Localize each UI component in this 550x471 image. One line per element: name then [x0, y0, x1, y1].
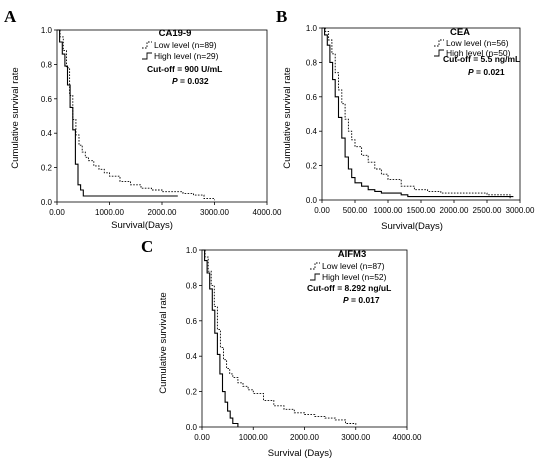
panel-b-title: CEA — [450, 27, 470, 38]
panel-c-title: AIFM3 — [338, 249, 367, 260]
panel-c: C 0.0 0.2 0.4 0.6 0.8 1.0 0.00 1000.00 2000.00 300… — [141, 237, 422, 459]
panel-c-p-value: P = 0.017 — [343, 295, 380, 305]
panel-b: B 0.0 0.2 0.4 0.6 0.8 1.0 0.00 500.00 1000.00 1500… — [276, 7, 535, 232]
panel-a: A 0.0 0.2 0.4 0.6 0.8 1.0 0.00 1000.00 2000.00 300… — [4, 7, 282, 231]
panel-a-ytick-label: 0.8 — [41, 60, 53, 69]
panel-b-series-high-line — [322, 27, 514, 198]
panel-c-ytick-label: 0.4 — [186, 352, 198, 361]
panel-a-cutoff-note: Cut-off = 900 U/mL — [147, 64, 222, 74]
panel-c-ytick-label: 0.6 — [186, 317, 198, 326]
panel-a-title: CA19-9 — [159, 28, 192, 39]
panel-b-xtick-label: 2500.00 — [473, 206, 502, 215]
panel-b-xtick-label: 500.00 — [343, 206, 368, 215]
panel-a-ytick-label: 0.2 — [41, 164, 53, 173]
panel-a-ytick-label: 1.0 — [41, 26, 53, 35]
panel-a-xtick-label: 1000.00 — [95, 208, 124, 217]
panel-a-ytick-label: 0.0 — [41, 198, 53, 207]
panel-a-letter: A — [4, 7, 17, 26]
panel-c-xtick-label: 1000.00 — [239, 433, 268, 442]
panel-b-ytick-label: 0.0 — [306, 196, 318, 205]
panel-b-p-value: P = 0.021 — [468, 67, 505, 77]
panel-a-legend-symbol — [142, 52, 152, 60]
panel-a-legend-label: Low level (n=89) — [154, 40, 217, 50]
panel-b-xtick-label: 3000.00 — [506, 206, 535, 215]
panel-a-xtick-label: 0.00 — [49, 208, 65, 217]
panel-c-ytick-label: 0.2 — [186, 388, 198, 397]
panel-a-xtick-label: 3000.00 — [200, 208, 229, 217]
panel-c-cutoff-note: Cut-off = 8.292 ng/uL — [307, 283, 391, 293]
panel-a-xtick-label: 2000.00 — [148, 208, 177, 217]
panel-c-xtick-label: 4000.00 — [393, 433, 422, 442]
panel-b-legend-label: Low level (n=56) — [446, 38, 509, 48]
panel-b-ytick-label: 0.6 — [306, 93, 318, 102]
panel-c-legend-label: High level (n=52) — [322, 272, 387, 282]
panel-a-legend-symbol — [142, 41, 152, 49]
panel-c-legend-symbol — [310, 262, 320, 270]
panel-b-ytick-label: 0.2 — [306, 162, 318, 171]
panel-b-series-low-line — [322, 27, 511, 199]
panel-c-xtick-label: 3000.00 — [341, 433, 370, 442]
panel-a-legend-label: High level (n=29) — [154, 51, 219, 61]
panel-c-xlabel: Survival (Days) — [268, 448, 332, 459]
panel-b-xtick-label: 2000.00 — [440, 206, 469, 215]
panel-b-xtick-label: 1000.00 — [374, 206, 403, 215]
panel-c-legend-label: Low level (n=87) — [322, 261, 385, 271]
panel-b-xlabel: Survival(Days) — [381, 221, 443, 232]
panel-b-ytick-label: 1.0 — [306, 24, 318, 33]
panel-c-ytick-label: 0.0 — [186, 423, 198, 432]
panel-b-legend-symbol — [434, 39, 444, 47]
panel-c-xtick-label: 2000.00 — [290, 433, 319, 442]
panel-b-ylabel: Cumulative survival rate — [282, 67, 293, 168]
panel-b-ytick-label: 0.4 — [306, 127, 318, 136]
panel-a-ytick-label: 0.6 — [41, 95, 53, 104]
panel-a-xlabel: Survival(Days) — [111, 220, 173, 231]
panel-c-series-high-line — [202, 249, 239, 427]
panel-c-letter: C — [141, 237, 153, 256]
panel-a-series-high-line — [57, 29, 178, 197]
panel-c-series-low-line — [202, 249, 357, 426]
panel-b-cutoff-note: Cut-off = 5.5 ng/mL — [443, 54, 520, 64]
panel-a-p-value: P = 0.032 — [172, 76, 209, 86]
panel-b-xtick-label: 0.00 — [314, 206, 330, 215]
panel-b-legend-symbol — [434, 49, 444, 57]
panel-c-xtick-label: 0.00 — [194, 433, 210, 442]
panel-b-legend-label: High level (n=50) — [446, 48, 511, 58]
panel-b-letter: B — [276, 7, 287, 26]
panel-b-ytick-label: 0.8 — [306, 58, 318, 67]
panel-a-ytick-label: 0.4 — [41, 129, 53, 138]
panel-c-legend-symbol — [310, 273, 320, 281]
panel-c-ytick-label: 0.8 — [186, 281, 198, 290]
panel-a-xtick-label: 4000.00 — [253, 208, 282, 217]
panel-b-xtick-label: 1500.00 — [407, 206, 436, 215]
panel-c-ylabel: Cumulative survival rate — [158, 292, 169, 393]
panel-c-ytick-label: 1.0 — [186, 246, 198, 255]
panel-a-ylabel: Cumulative survival rate — [10, 67, 21, 168]
